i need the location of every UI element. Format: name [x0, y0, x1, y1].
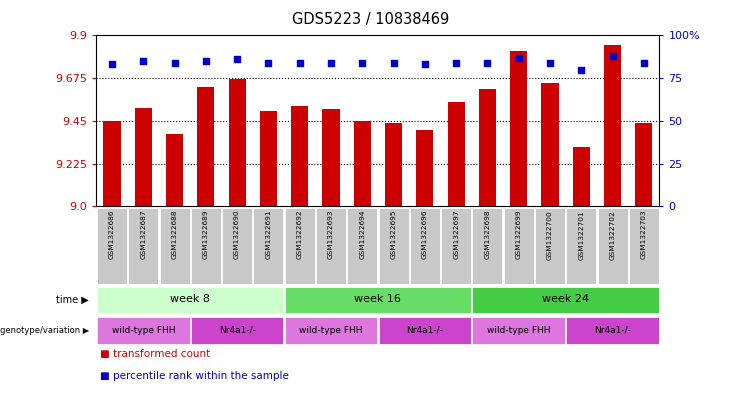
Point: [231, 56, 243, 62]
Text: wild-type FHH: wild-type FHH: [111, 326, 175, 334]
Point: [106, 61, 118, 68]
Text: GSM1322697: GSM1322697: [453, 210, 459, 259]
Bar: [285, 318, 377, 344]
Bar: [597, 208, 628, 284]
Bar: [416, 130, 433, 206]
Text: GSM1322690: GSM1322690: [234, 210, 240, 259]
Bar: [379, 318, 471, 344]
Bar: [135, 108, 152, 206]
Point: [451, 60, 462, 66]
Point: [262, 60, 274, 66]
Bar: [473, 318, 565, 344]
Bar: [473, 287, 659, 313]
Bar: [253, 208, 283, 284]
Point: [169, 60, 181, 66]
Text: ■ transformed count: ■ transformed count: [100, 349, 210, 359]
Point: [325, 60, 337, 66]
Point: [137, 58, 149, 64]
Bar: [448, 102, 465, 206]
Bar: [260, 111, 277, 206]
Bar: [291, 106, 308, 206]
Text: GSM1322687: GSM1322687: [140, 210, 146, 259]
Point: [482, 60, 494, 66]
Text: time ▶: time ▶: [56, 295, 89, 305]
Bar: [103, 121, 121, 206]
Point: [293, 60, 305, 66]
Bar: [566, 208, 597, 284]
Bar: [542, 83, 559, 206]
Text: GSM1322692: GSM1322692: [296, 210, 302, 259]
Point: [544, 60, 556, 66]
Point: [419, 61, 431, 68]
Text: GSM1322689: GSM1322689: [203, 210, 209, 259]
Text: GSM1322700: GSM1322700: [547, 210, 553, 259]
Bar: [159, 208, 190, 284]
Bar: [473, 208, 502, 284]
Text: GSM1322702: GSM1322702: [610, 210, 616, 259]
Text: Nr4a1-/-: Nr4a1-/-: [406, 326, 443, 334]
Bar: [479, 88, 496, 206]
Bar: [604, 45, 621, 206]
Bar: [166, 134, 183, 206]
Text: GDS5223 / 10838469: GDS5223 / 10838469: [292, 12, 449, 27]
Bar: [316, 208, 346, 284]
Point: [513, 55, 525, 61]
Bar: [353, 121, 370, 206]
Point: [638, 60, 650, 66]
Bar: [635, 123, 652, 206]
Bar: [441, 208, 471, 284]
Bar: [228, 79, 246, 206]
Bar: [97, 287, 283, 313]
Bar: [379, 208, 408, 284]
Text: genotype/variation ▶: genotype/variation ▶: [0, 326, 89, 335]
Point: [607, 53, 619, 59]
Text: GSM1322691: GSM1322691: [265, 210, 271, 259]
Bar: [285, 287, 471, 313]
Bar: [322, 109, 339, 206]
Bar: [348, 208, 377, 284]
Text: GSM1322695: GSM1322695: [391, 210, 396, 259]
Bar: [97, 208, 127, 284]
Bar: [629, 208, 659, 284]
Text: Nr4a1-/-: Nr4a1-/-: [219, 326, 256, 334]
Text: GSM1322688: GSM1322688: [172, 210, 178, 259]
Text: GSM1322693: GSM1322693: [328, 210, 334, 259]
Point: [356, 60, 368, 66]
Bar: [566, 318, 659, 344]
Bar: [197, 86, 214, 206]
Text: GSM1322686: GSM1322686: [109, 210, 115, 259]
Bar: [97, 318, 190, 344]
Bar: [191, 208, 221, 284]
Bar: [222, 208, 252, 284]
Text: GSM1322699: GSM1322699: [516, 210, 522, 259]
Bar: [535, 208, 565, 284]
Bar: [285, 208, 315, 284]
Text: week 24: week 24: [542, 294, 589, 305]
Bar: [191, 318, 283, 344]
Bar: [385, 123, 402, 206]
Text: GSM1322701: GSM1322701: [578, 210, 584, 259]
Text: GSM1322698: GSM1322698: [485, 210, 491, 259]
Bar: [410, 208, 440, 284]
Bar: [504, 208, 534, 284]
Text: Nr4a1-/-: Nr4a1-/-: [594, 326, 631, 334]
Bar: [573, 147, 590, 206]
Point: [388, 60, 399, 66]
Point: [575, 66, 587, 73]
Text: ■ percentile rank within the sample: ■ percentile rank within the sample: [100, 371, 289, 381]
Bar: [510, 51, 528, 206]
Point: [200, 58, 212, 64]
Text: GSM1322703: GSM1322703: [641, 210, 647, 259]
Text: wild-type FHH: wild-type FHH: [487, 326, 551, 334]
Bar: [128, 208, 159, 284]
Text: GSM1322694: GSM1322694: [359, 210, 365, 259]
Text: GSM1322696: GSM1322696: [422, 210, 428, 259]
Text: week 16: week 16: [354, 294, 402, 305]
Text: wild-type FHH: wild-type FHH: [299, 326, 363, 334]
Text: week 8: week 8: [170, 294, 210, 305]
